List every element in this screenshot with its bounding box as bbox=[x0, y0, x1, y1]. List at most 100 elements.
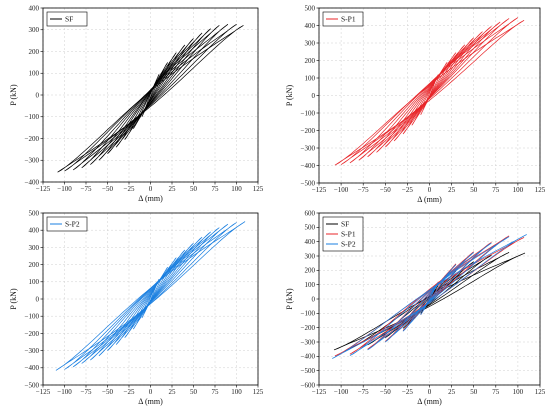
y-tick-label: 100 bbox=[305, 281, 316, 289]
y-tick-label: −500 bbox=[25, 381, 40, 389]
x-tick-label: 50 bbox=[190, 185, 198, 193]
hysteresis-loop bbox=[124, 257, 177, 338]
y-axis-label: P (kN) bbox=[285, 85, 294, 107]
series-S-P2 bbox=[332, 234, 527, 359]
hysteresis-loop bbox=[332, 234, 527, 359]
x-tick-label: 25 bbox=[169, 388, 177, 396]
x-tick-label: 75 bbox=[212, 388, 220, 396]
hysteresis-loop bbox=[349, 18, 510, 164]
hysteresis-loop bbox=[349, 235, 510, 355]
x-tick-label: −100 bbox=[57, 388, 72, 396]
x-tick-label: −125 bbox=[312, 186, 327, 194]
hysteresis-loop bbox=[334, 19, 525, 166]
x-tick-label: 0 bbox=[149, 185, 153, 193]
y-tick-label: 0 bbox=[36, 91, 40, 99]
y-tick-label: −100 bbox=[301, 109, 316, 117]
legend-label: SF bbox=[341, 220, 349, 229]
x-tick-label: 100 bbox=[231, 388, 242, 396]
x-axis-label: Δ (mm) bbox=[417, 195, 442, 204]
x-tick-label: 0 bbox=[428, 388, 432, 396]
y-tick-label: −400 bbox=[301, 162, 316, 170]
y-tick-label: −100 bbox=[301, 310, 316, 318]
y-tick-label: 0 bbox=[312, 295, 316, 303]
hysteresis-loop bbox=[55, 221, 246, 371]
x-tick-label: −25 bbox=[402, 186, 413, 194]
y-tick-label: 400 bbox=[29, 4, 40, 12]
x-tick-label: 125 bbox=[253, 388, 264, 396]
x-tick-label: −25 bbox=[124, 388, 135, 396]
x-tick-label: 100 bbox=[513, 388, 524, 396]
legend-label: S-P1 bbox=[341, 230, 356, 239]
x-tick-label: −100 bbox=[334, 388, 349, 396]
x-tick-label: −75 bbox=[81, 388, 92, 396]
hysteresis-loop bbox=[367, 242, 492, 351]
hysteresis-loop bbox=[90, 231, 211, 361]
chart-panel-1: −125 −100 −75 −50 −25 0 25 50 75 100 125 −400 −300 −2… bbox=[9, 4, 264, 203]
y-tick-label: 200 bbox=[305, 267, 316, 275]
hysteresis-loop bbox=[349, 236, 510, 356]
y-axis-label: P (kN) bbox=[9, 288, 18, 310]
y-tick-label: −200 bbox=[301, 127, 316, 135]
y-tick-label: 400 bbox=[305, 238, 316, 246]
y-tick-label: 100 bbox=[29, 70, 40, 78]
hysteresis-loop bbox=[90, 28, 211, 165]
y-tick-label: 0 bbox=[36, 295, 40, 303]
hysteresis-loop bbox=[72, 223, 229, 368]
hysteresis-loop bbox=[385, 251, 474, 342]
x-tick-label: −125 bbox=[36, 388, 51, 396]
x-tick-label: 25 bbox=[448, 186, 456, 194]
y-tick-label: 200 bbox=[305, 57, 316, 65]
y-tick-label: −200 bbox=[25, 135, 40, 143]
x-tick-label: −50 bbox=[102, 388, 113, 396]
x-tick-label: −50 bbox=[102, 185, 113, 193]
y-tick-label: 300 bbox=[305, 252, 316, 260]
legend-box bbox=[46, 11, 88, 27]
y-axis-label: P (kN) bbox=[285, 288, 294, 310]
chart-panel-3: −125 −100 −75 −50 −25 0 25 50 75 100 125 −500 −400 −3… bbox=[9, 209, 264, 406]
y-tick-label: 500 bbox=[29, 209, 40, 217]
y-tick-label: −300 bbox=[301, 338, 316, 346]
y-tick-label: 100 bbox=[305, 74, 316, 82]
y-tick-label: −300 bbox=[25, 347, 40, 355]
x-axis-label: Δ (mm) bbox=[138, 397, 163, 406]
legend-label: S-P2 bbox=[341, 240, 356, 249]
x-tick-label: 75 bbox=[492, 388, 500, 396]
y-tick-label: −400 bbox=[25, 364, 40, 372]
y-tick-label: −500 bbox=[301, 367, 316, 375]
x-tick-label: −50 bbox=[380, 186, 391, 194]
x-tick-label: −100 bbox=[334, 186, 349, 194]
y-tick-label: 100 bbox=[29, 278, 40, 286]
series-SF bbox=[57, 24, 244, 173]
legend-label: S-P1 bbox=[341, 15, 356, 24]
x-tick-label: −75 bbox=[81, 185, 92, 193]
y-tick-label: −200 bbox=[301, 324, 316, 332]
y-tick-label: 500 bbox=[305, 4, 316, 12]
hysteresis-loop bbox=[81, 25, 220, 169]
hysteresis-loop bbox=[107, 242, 194, 351]
y-tick-label: −200 bbox=[25, 330, 40, 338]
x-tick-label: −125 bbox=[312, 388, 327, 396]
hysteresis-loop bbox=[402, 52, 457, 135]
hysteresis-loop bbox=[385, 37, 474, 148]
y-tick-label: 200 bbox=[29, 48, 40, 56]
x-tick-label: −100 bbox=[57, 185, 72, 193]
hysteresis-loop bbox=[72, 24, 229, 171]
x-tick-label: −25 bbox=[402, 388, 413, 396]
y-tick-label: 300 bbox=[29, 244, 40, 252]
y-tick-label: 500 bbox=[305, 224, 316, 232]
x-tick-label: 25 bbox=[448, 388, 456, 396]
x-tick-label: 75 bbox=[492, 186, 500, 194]
y-tick-label: −300 bbox=[301, 144, 316, 152]
x-tick-label: 125 bbox=[535, 388, 546, 396]
legend-label: SF bbox=[65, 15, 73, 24]
hysteresis-loop bbox=[57, 25, 244, 173]
hysteresis-loop bbox=[402, 264, 457, 332]
x-tick-label: 25 bbox=[169, 185, 177, 193]
y-tick-label: 300 bbox=[305, 39, 316, 47]
hysteresis-loop bbox=[349, 252, 510, 349]
hysteresis-loop bbox=[376, 31, 483, 153]
x-tick-label: 0 bbox=[149, 388, 153, 396]
hysteresis-loop bbox=[115, 249, 186, 345]
y-tick-label: 400 bbox=[29, 227, 40, 235]
